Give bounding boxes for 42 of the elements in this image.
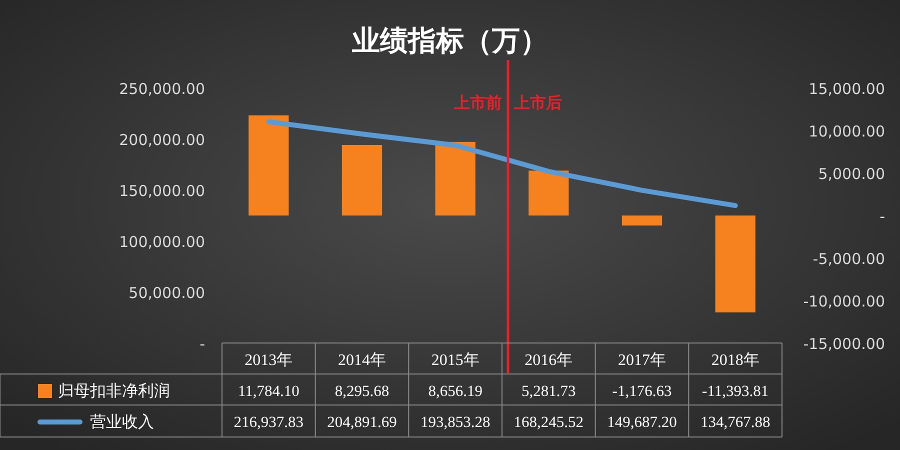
y-tick-label: - [200,335,205,353]
data-label: 204,891.69 [327,414,398,431]
y2-tick-label: 10,000.00 [808,122,885,140]
data-label: -1,176.63 [612,383,672,400]
data-label: 8,295.68 [334,383,390,400]
data-label: 168,245.52 [514,414,584,431]
bar [248,115,289,216]
y2-tick-label: -10,000.00 [803,292,885,310]
y2-tick-label: - [880,208,885,226]
data-label: -11,393.81 [702,383,769,400]
y2-tick-label: 5,000.00 [818,165,885,183]
legend-label: 归母扣非净利润 [58,381,170,400]
y2-tick-label: 15,000.00 [808,80,885,98]
data-label: 5,281.73 [522,383,576,400]
data-label: 149,687.20 [607,414,678,431]
y2-tick-label: -5,000.00 [812,250,885,268]
data-label: 134,767.88 [700,414,770,431]
bar [528,170,569,216]
y-tick-label: 50,000.00 [128,284,205,302]
y-tick-label: 150,000.00 [119,182,205,200]
bar [342,144,382,216]
x-tick-label: 2016年 [524,352,573,369]
bar [622,216,662,226]
x-tick-label: 2014年 [338,352,386,369]
annotation: 上市前 [453,93,502,112]
bar [715,216,756,312]
y-tick-label: 200,000.00 [119,131,205,149]
annotation: 上市后 [513,93,562,112]
y2-tick-label: -15,000.00 [803,335,885,353]
data-label: 216,937.83 [234,414,304,431]
data-label: 8,656.19 [428,383,483,400]
y-tick-label: 100,000.00 [119,233,205,251]
bar [435,142,476,216]
legend-label: 营业收入 [90,412,154,431]
x-tick-label: 2015年 [431,352,480,369]
chart-title: 业绩指标（万） [351,24,548,57]
y-tick-label: 250,000.00 [119,80,205,98]
data-label: 193,853.28 [420,414,490,431]
data-label: 11,784.10 [238,383,300,400]
x-tick-label: 2018年 [711,352,760,369]
x-tick-label: 2017年 [618,352,666,369]
x-tick-label: 2013年 [244,352,293,369]
